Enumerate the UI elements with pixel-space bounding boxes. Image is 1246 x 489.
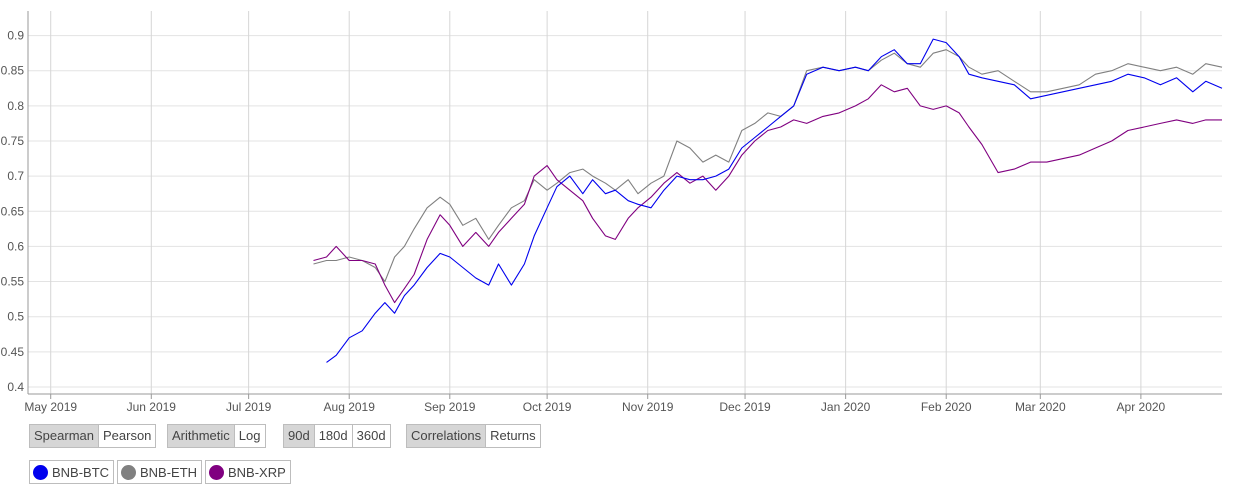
arithmetic-button[interactable]: Arithmetic (168, 425, 235, 447)
y-tick-label: 0.9 (7, 29, 24, 43)
x-tick-label: Jan 2020 (821, 400, 871, 414)
y-tick-label: 0.85 (1, 64, 25, 78)
x-tick-label: Apr 2020 (1117, 400, 1166, 414)
y-tick-label: 0.55 (1, 275, 25, 289)
y-tick-label: 0.5 (7, 310, 24, 324)
x-tick-label: Sep 2019 (424, 400, 476, 414)
legend-item-bnb-eth[interactable]: BNB-ETH (117, 460, 203, 484)
scale-group: Arithmetic Log (167, 424, 266, 448)
legend-item-bnb-xrp[interactable]: BNB-XRP (205, 460, 291, 484)
grid (28, 11, 1222, 394)
view-group: Correlations Returns (406, 424, 541, 448)
x-tick-label: Oct 2019 (523, 400, 572, 414)
returns-button[interactable]: Returns (486, 425, 540, 447)
series-line-bnb-xrp (313, 84, 1222, 304)
legend-label: BNB-BTC (52, 464, 110, 480)
window-360d-button[interactable]: 360d (352, 425, 390, 447)
window-90d-button[interactable]: 90d (284, 425, 315, 447)
series-lines (313, 38, 1223, 363)
y-tick-label: 0.6 (7, 239, 24, 253)
legend-label: BNB-ETH (140, 464, 198, 480)
series-line-bnb-eth (313, 49, 1223, 283)
y-tick-label: 0.75 (1, 134, 25, 148)
x-tick-label: Dec 2019 (719, 400, 771, 414)
spearman-button[interactable]: Spearman (30, 425, 99, 447)
y-tick-label: 0.65 (1, 204, 25, 218)
x-tick-label: Jul 2019 (226, 400, 272, 414)
y-tick-label: 0.45 (1, 345, 25, 359)
y-tick-label: 0.7 (7, 169, 24, 183)
x-tick-label: Mar 2020 (1015, 400, 1066, 414)
y-tick-label: 0.4 (7, 380, 24, 394)
x-tick-label: Feb 2020 (921, 400, 972, 414)
legend-item-bnb-btc[interactable]: BNB-BTC (29, 460, 115, 484)
x-tick-label: May 2019 (24, 400, 77, 414)
legend-swatch (209, 464, 224, 480)
legend-swatch (33, 464, 48, 480)
legend-label: BNB-XRP (228, 464, 286, 480)
correlation-method-group: Spearman Pearson (29, 424, 157, 448)
x-tick-label: Aug 2019 (324, 400, 376, 414)
pearson-button[interactable]: Pearson (98, 425, 156, 447)
x-tick-label: Nov 2019 (622, 400, 674, 414)
series-line-bnb-btc (326, 38, 1223, 363)
correlation-chart: 0.4 0.45 0.5 0.55 0.6 0.65 0.7 0.75 0.8 0.85 0.9 Ma… (1, 11, 1223, 414)
window-group: 90d 180d 360d (283, 424, 391, 448)
legend-swatch (121, 464, 136, 480)
window-180d-button[interactable]: 180d (314, 425, 353, 447)
x-tick-label: Jun 2019 (127, 400, 177, 414)
axes: 0.4 0.45 0.5 0.55 0.6 0.65 0.7 0.75 0.8 0.85 0.9 Ma… (1, 11, 1222, 414)
log-button[interactable]: Log (234, 425, 265, 447)
y-tick-label: 0.8 (7, 99, 24, 113)
correlations-button[interactable]: Correlations (407, 425, 487, 447)
